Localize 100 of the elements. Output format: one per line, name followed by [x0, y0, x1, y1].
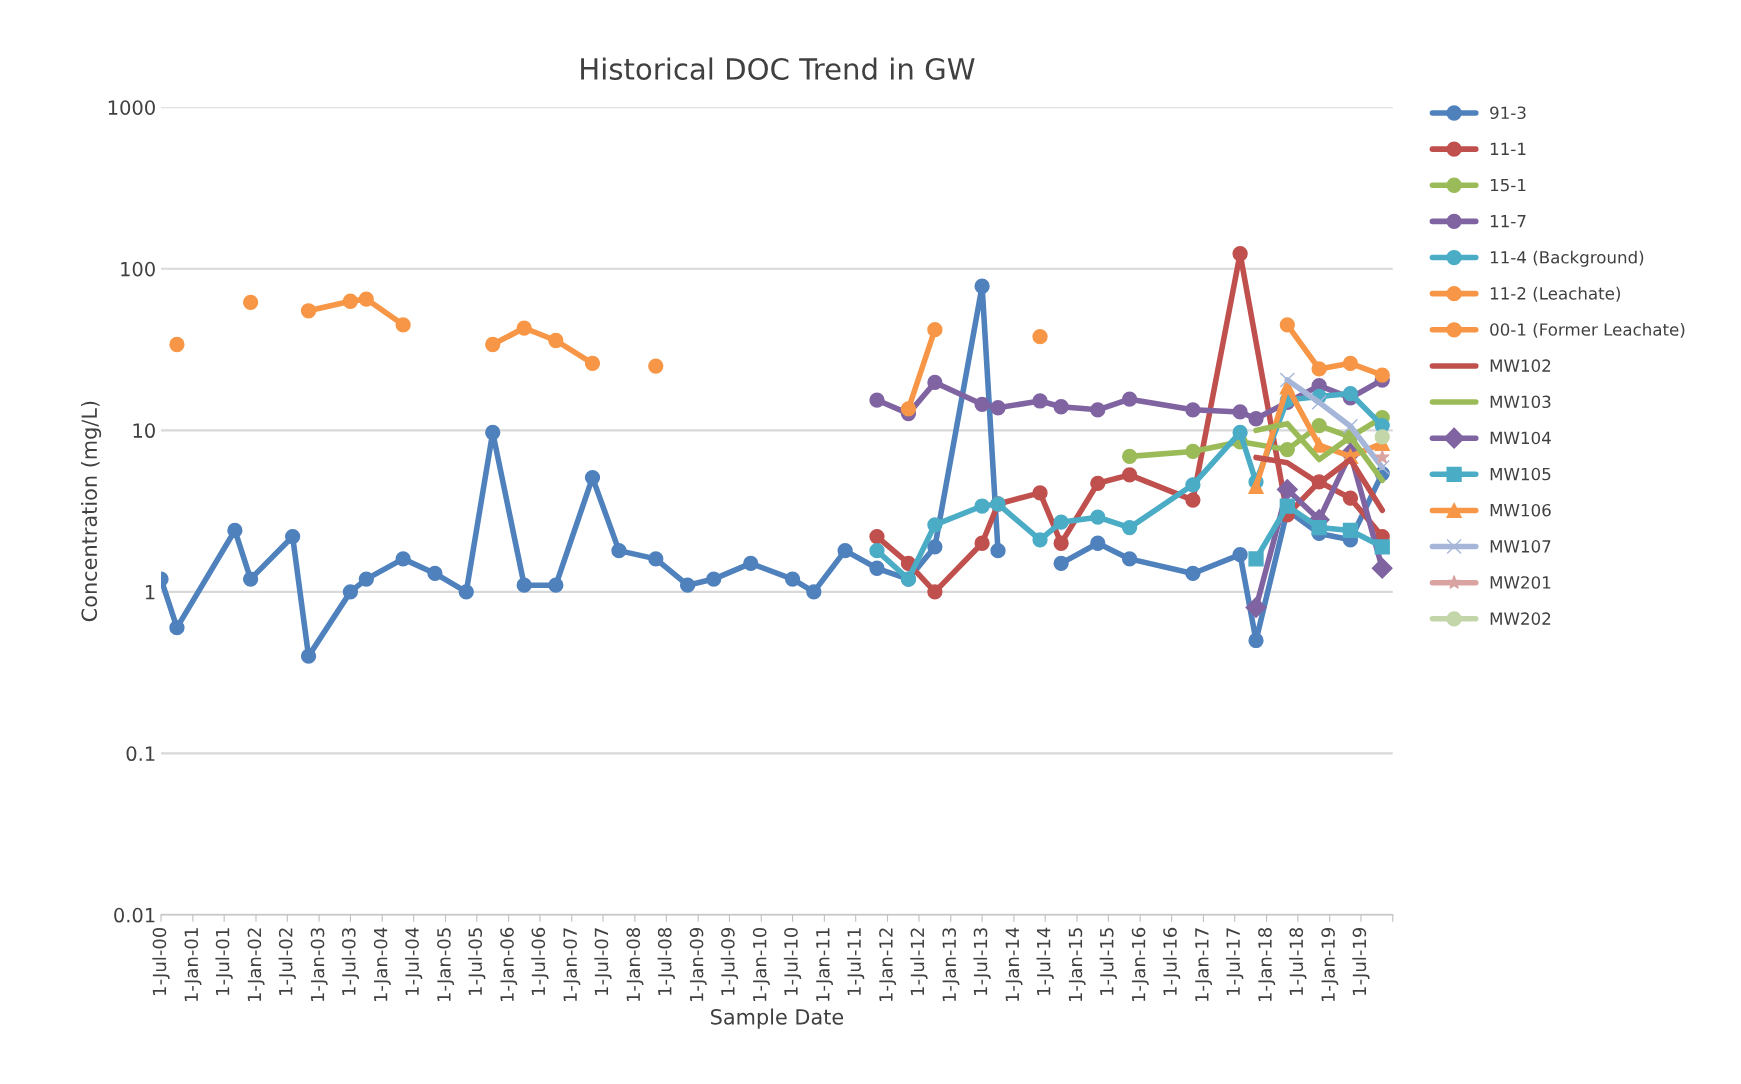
x-tick-label: 1-Jul-05 — [468, 928, 486, 996]
y-tick-label: 1 — [145, 585, 155, 600]
point — [548, 577, 564, 593]
x-tick-label: 1-Jan-04 — [373, 927, 391, 1002]
point — [1090, 475, 1106, 491]
x-tick-label: 1-Jan-18 — [1258, 927, 1276, 1002]
point — [1090, 509, 1106, 525]
legend-label: MW102 — [1490, 359, 1551, 372]
point — [1311, 417, 1327, 434]
x-tick-label: 1-Jan-16 — [1131, 927, 1149, 1002]
point — [1053, 555, 1069, 572]
point — [869, 542, 885, 559]
point — [227, 522, 243, 539]
x-tick-label: 1-Jul-17 — [1226, 928, 1244, 996]
x-tick-label: 1-Jan-19 — [1321, 927, 1339, 1002]
x-tick-label: 1-Jul-18 — [1289, 927, 1307, 996]
point — [1090, 402, 1106, 418]
point — [1342, 355, 1359, 371]
point — [485, 424, 501, 441]
point — [927, 584, 943, 600]
point — [1279, 441, 1295, 458]
point — [242, 294, 259, 311]
legend-label: 15-1 — [1490, 178, 1526, 192]
point — [1121, 551, 1138, 567]
point — [1279, 372, 1295, 388]
x-tick-label: 1-Jan-05 — [437, 928, 455, 1002]
point — [1342, 490, 1359, 506]
point — [1121, 391, 1138, 407]
point — [1248, 632, 1264, 649]
point — [1032, 532, 1048, 548]
x-tick-label: 1-Jan-07 — [563, 928, 581, 1002]
point — [1342, 522, 1359, 539]
point — [1374, 367, 1390, 383]
y-axis-title: Concentration (mg/L) — [80, 401, 102, 622]
point — [927, 517, 943, 533]
point — [1232, 246, 1248, 262]
point — [584, 469, 601, 486]
point — [1121, 448, 1138, 465]
legend-label: 11-1 — [1490, 142, 1526, 155]
x-tick-label: 1-Jan-17 — [1195, 928, 1213, 1002]
point — [927, 374, 943, 391]
point — [869, 392, 885, 408]
x-tick-label: 1-Jul-14 — [1036, 927, 1054, 996]
point — [990, 400, 1006, 416]
point — [927, 322, 943, 338]
point — [784, 571, 801, 587]
point — [974, 535, 990, 551]
point — [974, 396, 990, 412]
legend-label: MW105 — [1490, 467, 1551, 481]
y-tick-label: 1000 — [108, 100, 155, 115]
y-tick-label: 0.01 — [114, 907, 155, 923]
point — [485, 336, 501, 353]
point — [1090, 535, 1106, 551]
point — [1053, 535, 1069, 551]
point — [1121, 467, 1138, 483]
chart-title: Historical DOC Trend in GW — [581, 57, 975, 80]
point — [648, 551, 664, 567]
point — [285, 528, 301, 545]
x-tick-label: 1-Jan-14 — [1005, 927, 1023, 1002]
point — [1185, 477, 1201, 493]
x-tick-label: 1-Jul-13 — [973, 928, 991, 996]
point — [395, 551, 411, 567]
point — [169, 620, 185, 636]
point — [679, 577, 696, 593]
point — [1311, 437, 1327, 453]
point — [900, 401, 917, 417]
point — [1248, 478, 1264, 494]
legend-label: MW104 — [1490, 431, 1551, 445]
point — [395, 317, 411, 333]
x-tick-label: 1-Jan-06 — [500, 927, 518, 1002]
point — [342, 293, 359, 309]
point — [1248, 551, 1264, 567]
point — [1245, 597, 1267, 619]
x-tick-label: 1-Jul-10 — [783, 927, 802, 996]
point — [1279, 498, 1295, 514]
y-tick-label: 10 — [133, 423, 155, 439]
point — [300, 648, 317, 664]
point — [548, 332, 564, 349]
point — [1185, 443, 1201, 460]
x-tick-label: 1-Jul-03 — [341, 928, 359, 996]
point — [242, 571, 259, 587]
legend-label: 11-7 — [1490, 215, 1526, 228]
point — [869, 560, 885, 576]
point — [1342, 418, 1359, 434]
point — [169, 336, 185, 353]
point — [1279, 317, 1295, 333]
point — [1232, 424, 1248, 441]
point — [427, 565, 443, 582]
point — [706, 571, 722, 587]
x-tick-label: 1-Jan-02 — [247, 928, 265, 1002]
point — [974, 278, 990, 294]
legend-label: MW103 — [1490, 395, 1551, 409]
x-tick-label: 1-Jul-06 — [531, 927, 549, 996]
legend-label: MW107 — [1490, 540, 1551, 553]
x-tick-label: 1-Jul-01 — [215, 928, 233, 996]
point — [1185, 402, 1201, 418]
point — [300, 303, 317, 319]
point — [869, 528, 885, 545]
x-tick-label: 1-Jul-16 — [1162, 927, 1181, 996]
point — [1248, 411, 1264, 427]
